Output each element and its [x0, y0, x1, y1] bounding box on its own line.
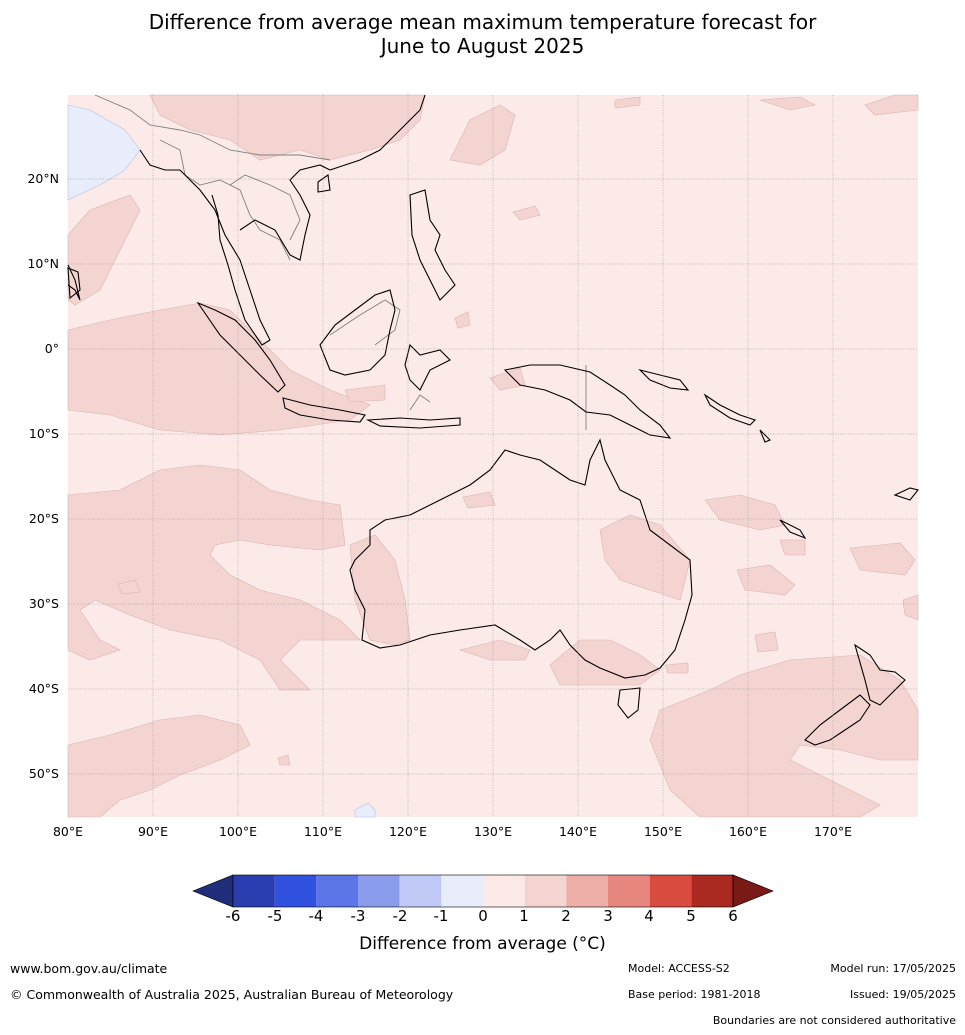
anomaly-neg-regions: [67, 104, 376, 818]
colorbar-segment: [691, 875, 733, 907]
colorbar-tick: 2: [561, 907, 571, 925]
lon-label: 90°E: [138, 824, 168, 839]
gridlines: [68, 95, 918, 817]
footer-base-period: Base period: 1981-2018: [628, 988, 761, 1001]
colorbar: [192, 874, 774, 908]
colorbar-tick: -1: [433, 907, 449, 925]
longitude-labels: 80°E 90°E 100°E 110°E 120°E 130°E 140°E …: [53, 824, 852, 839]
colorbar-segment: [524, 875, 567, 907]
colorbar-segment: [566, 875, 608, 907]
colorbar-segment: [316, 875, 358, 907]
title-line-1: Difference from average mean maximum tem…: [148, 10, 817, 34]
footer-model-run: Model run: 17/05/2025: [830, 962, 956, 975]
colorbar-label: Difference from average (°C): [359, 934, 606, 954]
colorbar-segment: [358, 875, 400, 907]
lat-label: 0°: [45, 341, 59, 356]
colorbar-segment: [233, 875, 275, 907]
colorbar-segment: [608, 875, 650, 907]
footer-url: www.bom.gov.au/climate: [10, 961, 168, 976]
coastlines: [67, 94, 919, 746]
colorbar-segment: [483, 875, 525, 907]
colorbar-tick: 6: [728, 907, 738, 925]
colorbar-tick: -2: [392, 907, 408, 925]
political-borders: [94, 94, 587, 430]
colorbar-segment: [399, 875, 442, 907]
lon-label: 140°E: [559, 824, 597, 839]
colorbar-segment: [649, 875, 692, 907]
colorbar-extend-high: [732, 874, 774, 908]
colorbar-tick: 0: [478, 907, 488, 925]
lat-label: 40°S: [29, 681, 59, 696]
lon-label: 120°E: [389, 824, 427, 839]
chart-title: Difference from average mean maximum tem…: [0, 10, 965, 58]
lat-label: 20°S: [29, 511, 59, 526]
lon-label: 110°E: [304, 824, 342, 839]
lon-label: 150°E: [644, 824, 682, 839]
colorbar-outline: [232, 874, 734, 908]
footer-issued: Issued: 19/05/2025: [849, 988, 956, 1001]
footer-disclaimer: Boundaries are not considered authoritat…: [712, 1014, 956, 1027]
colorbar-tick: 4: [644, 907, 654, 925]
lon-label: 100°E: [219, 824, 257, 839]
colorbar-tick: -4: [308, 907, 324, 925]
lon-label: 170°E: [814, 824, 852, 839]
colorbar-extend-low: [192, 874, 234, 908]
lon-label: 130°E: [474, 824, 512, 839]
lat-label: 20°N: [27, 171, 59, 186]
colorbar-segment: [274, 875, 317, 907]
lat-label: 50°S: [29, 766, 59, 781]
lon-label: 80°E: [53, 824, 83, 839]
colorbar-tick: -5: [267, 907, 283, 925]
colorbar-tick: 1: [519, 907, 529, 925]
colorbar-tick: 3: [603, 907, 613, 925]
colorbar-tick: -6: [225, 907, 241, 925]
lat-label: 10°N: [27, 256, 59, 271]
footer-model: Model: ACCESS-S2: [628, 962, 730, 975]
colorbar-tick: -3: [350, 907, 366, 925]
colorbar-segment: [441, 875, 483, 907]
title-line-2: June to August 2025: [380, 34, 585, 58]
colorbar-tick: 5: [686, 907, 696, 925]
lat-label: 30°S: [29, 596, 59, 611]
anomaly-1-2-regions: [67, 94, 919, 818]
lon-label: 160°E: [729, 824, 767, 839]
lat-label: 10°S: [29, 426, 59, 441]
footer-copyright: © Commonwealth of Australia 2025, Austra…: [10, 987, 454, 1002]
latitude-labels: 20°N 10°N 0° 10°S 20°S 30°S 40°S 50°S: [27, 171, 59, 781]
